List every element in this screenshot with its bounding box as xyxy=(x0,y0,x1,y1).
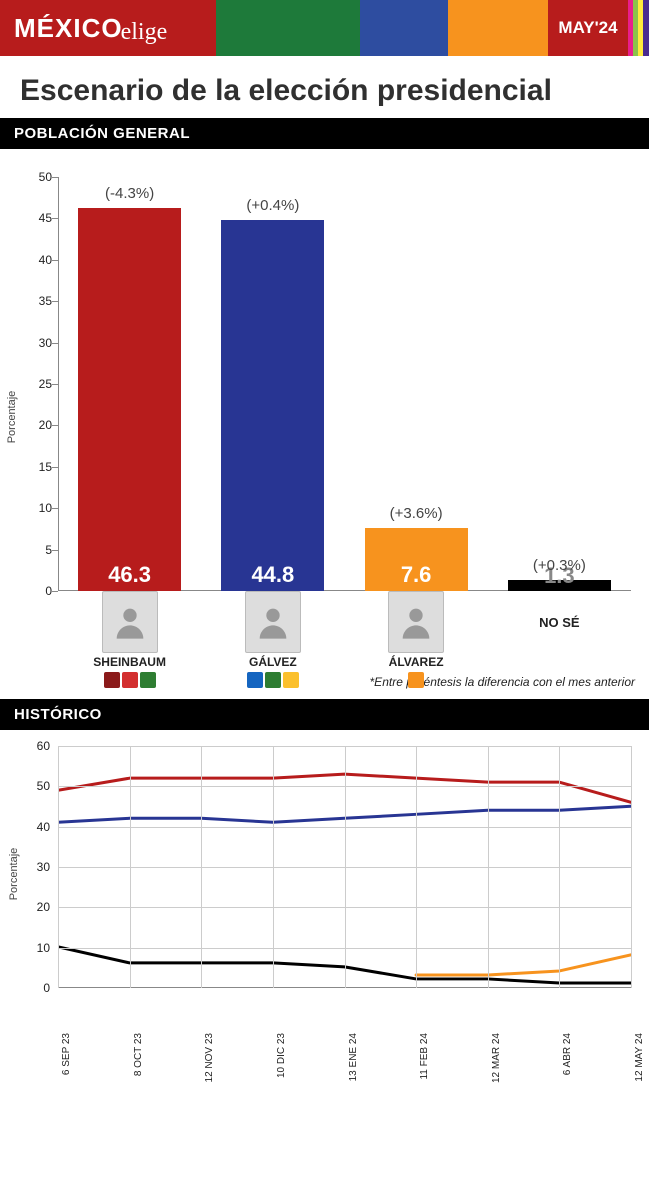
section-header-historic: HISTÓRICO xyxy=(0,699,649,730)
logo-script: elige xyxy=(121,19,168,46)
bar: 7.6 xyxy=(365,528,468,591)
linechart-ytick: 50 xyxy=(8,779,58,793)
candidate-name: ÁLVAREZ xyxy=(356,655,476,669)
party-badges xyxy=(213,672,333,688)
barchart-ytick: 35 xyxy=(8,294,58,308)
linechart-xlabel: 12 MAY 24 xyxy=(634,1033,645,1082)
linechart-xlabel: 8 OCT 23 xyxy=(133,1033,144,1076)
line-series xyxy=(416,955,631,975)
barchart-ytick: 50 xyxy=(8,170,58,184)
header-thin-stripe xyxy=(643,0,649,56)
header-stripe xyxy=(360,0,448,56)
bar-delta: (+3.6%) xyxy=(365,505,468,522)
bar-delta: (+0.3%) xyxy=(508,557,611,574)
bar: 1.3 xyxy=(508,580,611,591)
bar: 44.8 xyxy=(221,220,324,591)
party-badge xyxy=(283,672,299,688)
header-stripe xyxy=(216,0,360,56)
linechart-vgrid xyxy=(58,746,59,988)
party-badge xyxy=(122,672,138,688)
candidate-photo xyxy=(245,591,301,653)
linechart-ytick: 10 xyxy=(8,941,58,955)
linechart-ytick: 20 xyxy=(8,900,58,914)
header-bar: MÉXICO elige MAY'24 xyxy=(0,0,649,56)
linechart-xlabel: 10 DIC 23 xyxy=(276,1033,287,1078)
header-stripe xyxy=(448,0,548,56)
barchart-ytick: 10 xyxy=(8,501,58,515)
barchart-tickmark xyxy=(52,425,58,426)
candidate-photo xyxy=(102,591,158,653)
bar-chart: Porcentaje 46.3 (-4.3%) SHEINBAUM 44.8 (+0.4… xyxy=(8,167,641,667)
candidate-block: GÁLVEZ xyxy=(213,591,333,667)
linechart-xlabel: 6 ABR 24 xyxy=(562,1033,573,1075)
bar-value: 46.3 xyxy=(78,562,181,588)
linechart-xlabel: 11 FEB 24 xyxy=(419,1033,430,1080)
linechart-vgrid xyxy=(631,746,632,988)
candidate-block: NO SÉ xyxy=(499,591,619,667)
barchart-ytick: 25 xyxy=(8,377,58,391)
barchart-tickmark xyxy=(52,550,58,551)
section-header-general: POBLACIÓN GENERAL xyxy=(0,118,649,149)
linechart-vgrid xyxy=(345,746,346,988)
barchart-tickmark xyxy=(52,218,58,219)
linechart-vgrid xyxy=(273,746,274,988)
party-badge xyxy=(140,672,156,688)
party-badge xyxy=(247,672,263,688)
barchart-ytick: 40 xyxy=(8,253,58,267)
barchart-tickmark xyxy=(52,260,58,261)
linechart-vgrid xyxy=(559,746,560,988)
linechart-xlabel: 12 MAR 24 xyxy=(491,1033,502,1083)
candidate-block: ÁLVAREZ xyxy=(356,591,476,667)
barchart-tickmark xyxy=(52,301,58,302)
barchart-ytick: 30 xyxy=(8,336,58,350)
barchart-ytick: 20 xyxy=(8,418,58,432)
barchart-plot-area: 46.3(-4.3%)SHEINBAUM44.8(+0.4%)GÁLVEZ7.6… xyxy=(58,177,631,591)
party-badge xyxy=(104,672,120,688)
party-badge xyxy=(265,672,281,688)
barchart-ytick: 45 xyxy=(8,211,58,225)
page-title: Escenario de la elección presidencial xyxy=(0,56,649,118)
party-badges xyxy=(70,672,190,688)
logo-main: MÉXICO xyxy=(14,13,123,44)
barchart-ytick: 5 xyxy=(8,543,58,557)
barchart-ytick: 0 xyxy=(8,584,58,598)
candidate-name: SHEINBAUM xyxy=(70,655,190,669)
bar: 46.3 xyxy=(78,208,181,591)
linechart-vgrid xyxy=(201,746,202,988)
linechart-xlabel: 13 ENE 24 xyxy=(348,1033,359,1081)
party-badge xyxy=(408,672,424,688)
candidate-block: SHEINBAUM xyxy=(70,591,190,667)
barchart-tickmark xyxy=(52,591,58,592)
linechart-ytick: 0 xyxy=(8,981,58,995)
barchart-tickmark xyxy=(52,343,58,344)
linechart-xlabel: 12 NOV 23 xyxy=(204,1033,215,1082)
linechart-vgrid xyxy=(488,746,489,988)
barchart-tickmark xyxy=(52,177,58,178)
barchart-y-label: Porcentaje xyxy=(6,391,18,444)
barchart-tickmark xyxy=(52,467,58,468)
barchart-tickmark xyxy=(52,508,58,509)
linechart-ytick: 40 xyxy=(8,820,58,834)
linechart-vgrid xyxy=(416,746,417,988)
bar-value: 7.6 xyxy=(365,562,468,588)
linechart-vgrid xyxy=(130,746,131,988)
line-chart: Porcentaje 01020304050606 SEP 238 OCT 23… xyxy=(8,734,641,1044)
linechart-ytick: 30 xyxy=(8,860,58,874)
candidate-photo xyxy=(388,591,444,653)
bar-delta: (+0.4%) xyxy=(221,197,324,214)
linechart-xlabel: 6 SEP 23 xyxy=(61,1033,72,1075)
candidate-name: NO SÉ xyxy=(499,615,619,630)
barchart-tickmark xyxy=(52,384,58,385)
bar-value: 44.8 xyxy=(221,562,324,588)
linechart-ytick: 60 xyxy=(8,739,58,753)
bar-delta: (-4.3%) xyxy=(78,185,181,202)
party-badges xyxy=(356,672,476,688)
header-date: MAY'24 xyxy=(548,0,628,56)
header-red-block: MÉXICO elige xyxy=(0,0,216,56)
candidate-name: GÁLVEZ xyxy=(213,655,333,669)
barchart-ytick: 15 xyxy=(8,460,58,474)
